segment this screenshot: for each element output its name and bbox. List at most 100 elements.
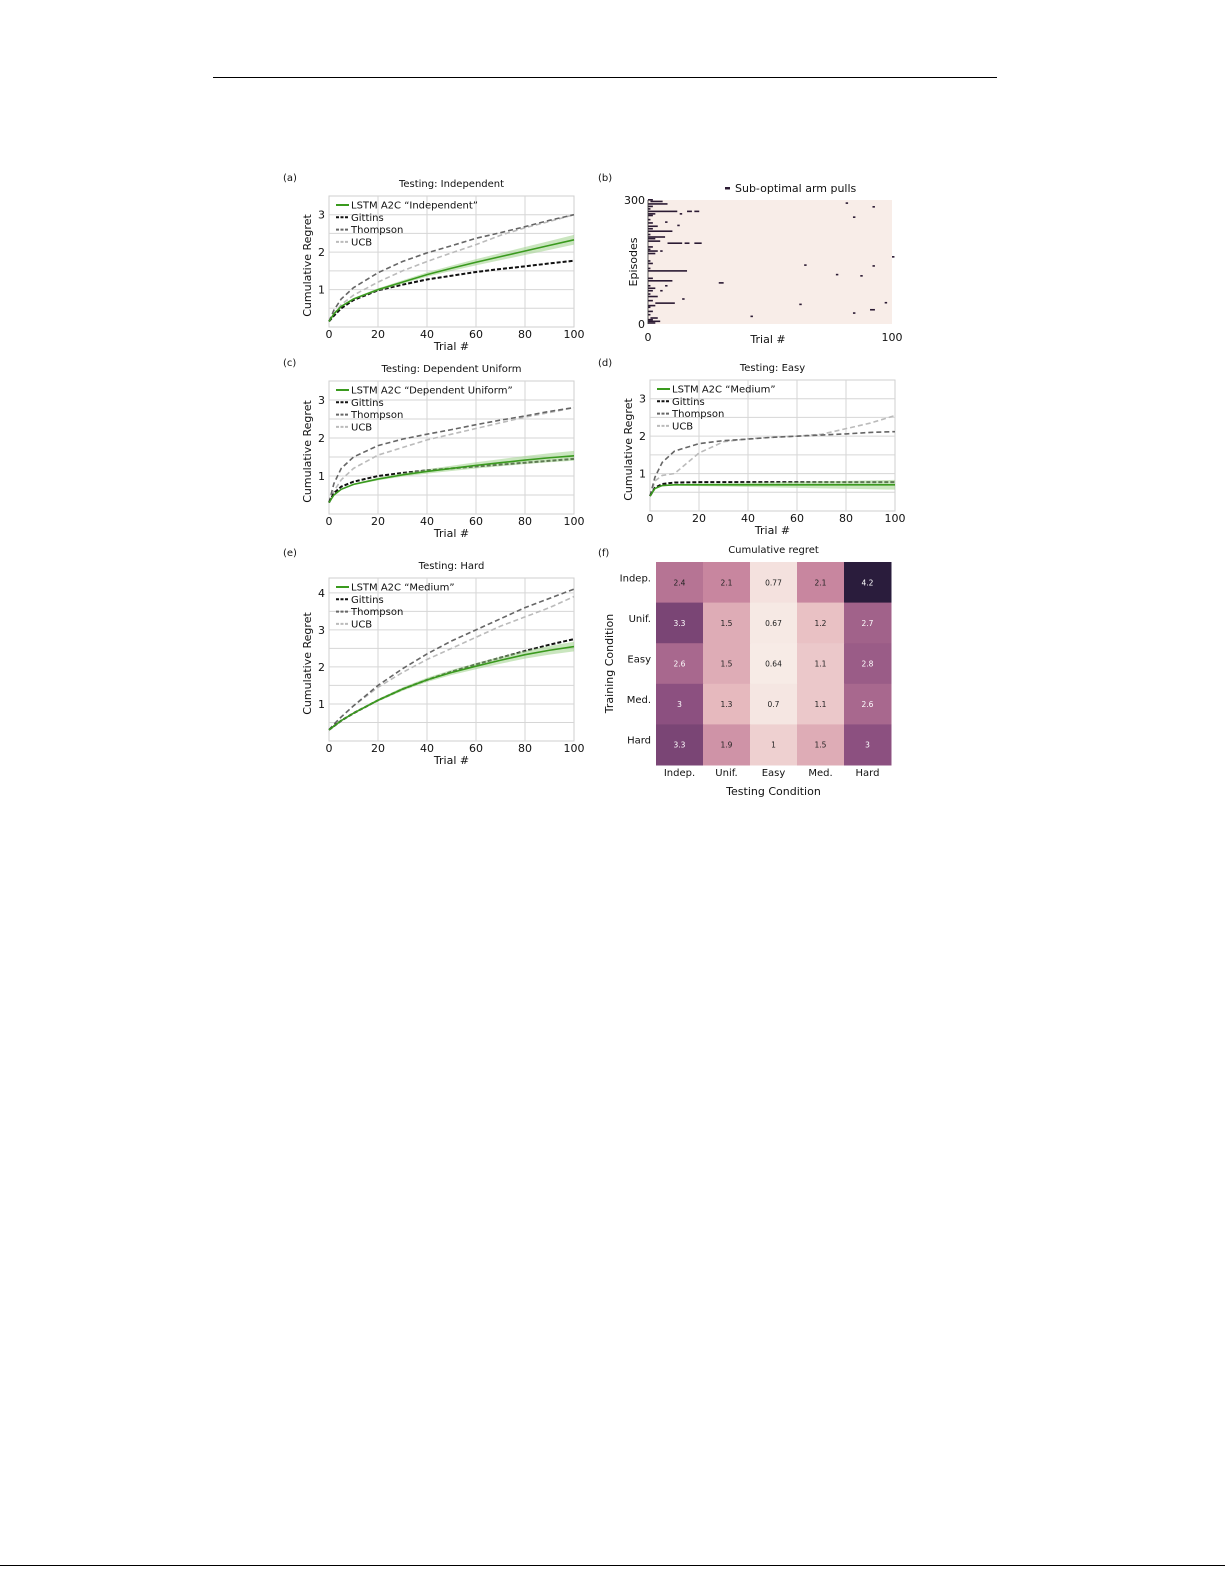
column-label: Med. bbox=[808, 768, 832, 779]
sub-optimal-pull-mark bbox=[648, 277, 653, 280]
sub-optimal-pull-mark bbox=[648, 199, 653, 201]
x-tick-label: 100 bbox=[564, 515, 585, 528]
heatmap-cell-value: 3.3 bbox=[674, 741, 686, 750]
plot-area bbox=[649, 379, 896, 512]
series-line-thompson bbox=[328, 406, 575, 503]
sub-optimal-pull-mark bbox=[648, 280, 673, 282]
heatmap-cell-value: 1 bbox=[771, 741, 776, 750]
row-label: Med. bbox=[627, 695, 651, 706]
x-tick-label: 0 bbox=[326, 515, 333, 528]
heatmap-cell-value: 2.1 bbox=[721, 578, 733, 587]
sub-optimal-pull-mark bbox=[648, 287, 656, 290]
series-line-lstm bbox=[328, 455, 575, 504]
y-tick-label: 1 bbox=[639, 468, 646, 481]
series-line-ucb bbox=[328, 213, 575, 322]
heatmap-cell bbox=[750, 724, 798, 766]
sub-optimal-pull-mark bbox=[804, 264, 807, 266]
heatmap-cell bbox=[844, 602, 892, 644]
sub-optimal-pull-mark bbox=[648, 293, 651, 295]
legend-label: UCB bbox=[672, 421, 693, 432]
panel-label: (a) bbox=[283, 173, 297, 184]
sub-optimal-pull-mark bbox=[648, 246, 653, 248]
sub-optimal-pull-mark bbox=[684, 242, 690, 244]
legend-label: Gittins bbox=[351, 595, 384, 606]
series-line-thompson bbox=[328, 588, 575, 731]
x-tick-label: 20 bbox=[692, 512, 706, 525]
sub-optimal-pull-mark bbox=[648, 250, 658, 252]
column-label: Hard bbox=[856, 768, 880, 779]
heatmap-cell bbox=[703, 724, 751, 766]
heatmap-cell-value: 0.64 bbox=[765, 660, 782, 669]
heatmap-cell-value: 3.3 bbox=[674, 619, 686, 628]
sub-optimal-pull-mark bbox=[750, 315, 753, 318]
x-tick-label: 0 bbox=[326, 742, 333, 755]
y-tick-label: 2 bbox=[318, 246, 325, 259]
sub-optimal-pull-mark bbox=[648, 310, 653, 313]
y-axis-label: Cumulative Regret bbox=[301, 400, 314, 503]
sub-optimal-pull-mark bbox=[648, 236, 666, 238]
heatmap-cell-value: 1.1 bbox=[815, 700, 827, 709]
sub-optimal-pull-mark bbox=[799, 303, 802, 306]
row-label: Indep. bbox=[620, 573, 651, 584]
sub-optimal-pull-mark bbox=[852, 216, 856, 218]
sub-optimal-pull-mark bbox=[860, 275, 863, 277]
sub-optimal-pull-mark bbox=[650, 317, 658, 319]
sub-optimal-pull-mark bbox=[648, 267, 651, 270]
y-axis-label: Training Condition bbox=[603, 614, 616, 714]
sub-optimal-pull-mark bbox=[648, 322, 656, 324]
heatmap-cell-value: 1.2 bbox=[815, 619, 827, 628]
heatmap-cell-value: 1.5 bbox=[721, 619, 733, 628]
sub-optimal-pull-mark bbox=[648, 203, 668, 205]
x-tick-label: 40 bbox=[420, 742, 434, 755]
sub-optimal-pull-mark bbox=[648, 306, 651, 309]
sub-optimal-pull-mark bbox=[648, 252, 656, 255]
y-tick-label: 4 bbox=[318, 587, 325, 600]
chart-panel-c: (c) Testing: Dependent Uniform 0 20 40 60 80 10… bbox=[283, 358, 585, 540]
heatmap-cell bbox=[844, 562, 892, 604]
x-tick-label: 20 bbox=[371, 515, 385, 528]
heatmap-cell-value: 3 bbox=[677, 700, 682, 709]
sub-optimal-pull-mark bbox=[648, 237, 656, 240]
x-axis-label: Trial # bbox=[433, 527, 469, 540]
x-tick-label: 40 bbox=[420, 328, 434, 341]
heatmap-cell bbox=[656, 683, 704, 725]
sub-optimal-pull-mark bbox=[852, 312, 856, 314]
heatmap-cell bbox=[750, 602, 798, 644]
heatmap-cell bbox=[750, 562, 798, 604]
y-axis-label: Cumulative Regret bbox=[622, 398, 635, 501]
chart-panel-d: (d) Testing: Easy 0 20 40 60 80 100 1 2 3 Trial # Cu… bbox=[598, 358, 906, 537]
heatmap-cell bbox=[656, 562, 704, 604]
y-tick-label: 3 bbox=[318, 209, 325, 222]
heatmap-cell-value: 2.4 bbox=[674, 578, 686, 587]
chart-title: Testing: Dependent Uniform bbox=[380, 364, 521, 375]
legend-label: UCB bbox=[351, 422, 372, 433]
legend-label: Sub-optimal arm pulls bbox=[735, 182, 857, 195]
sub-optimal-pull-mark bbox=[892, 256, 895, 258]
sub-optimal-pull-mark bbox=[648, 214, 653, 217]
x-tick-label: 40 bbox=[741, 512, 755, 525]
heatmap-cell bbox=[844, 643, 892, 685]
sub-optimal-pull-mark bbox=[655, 302, 675, 304]
heatmap-cell bbox=[656, 643, 704, 685]
y-tick-label: 0 bbox=[638, 318, 645, 331]
sub-optimal-pull-mark bbox=[648, 262, 653, 265]
sub-optimal-pull-mark bbox=[648, 208, 651, 210]
series-line-lstm bbox=[649, 483, 895, 497]
x-tick-label: 100 bbox=[564, 328, 585, 341]
panel-label: (c) bbox=[283, 358, 296, 369]
heatmap-cell-value: 0.67 bbox=[765, 619, 782, 628]
series-line-ucb bbox=[328, 406, 575, 503]
x-tick-label: 60 bbox=[469, 328, 483, 341]
sub-optimal-pull-mark bbox=[845, 202, 849, 204]
x-tick-label: 80 bbox=[518, 328, 532, 341]
heatmap-cell bbox=[703, 602, 751, 644]
x-tick-label: 100 bbox=[885, 512, 906, 525]
column-label: Unif. bbox=[715, 768, 737, 779]
y-tick-label: 3 bbox=[318, 624, 325, 637]
sub-optimal-pull-mark bbox=[648, 320, 661, 323]
heatmap-cell-value: 2.8 bbox=[862, 660, 874, 669]
heatmap-cell-value: 0.7 bbox=[768, 700, 780, 709]
x-tick-label: 0 bbox=[645, 331, 652, 344]
x-axis-label: Trial # bbox=[433, 754, 469, 767]
